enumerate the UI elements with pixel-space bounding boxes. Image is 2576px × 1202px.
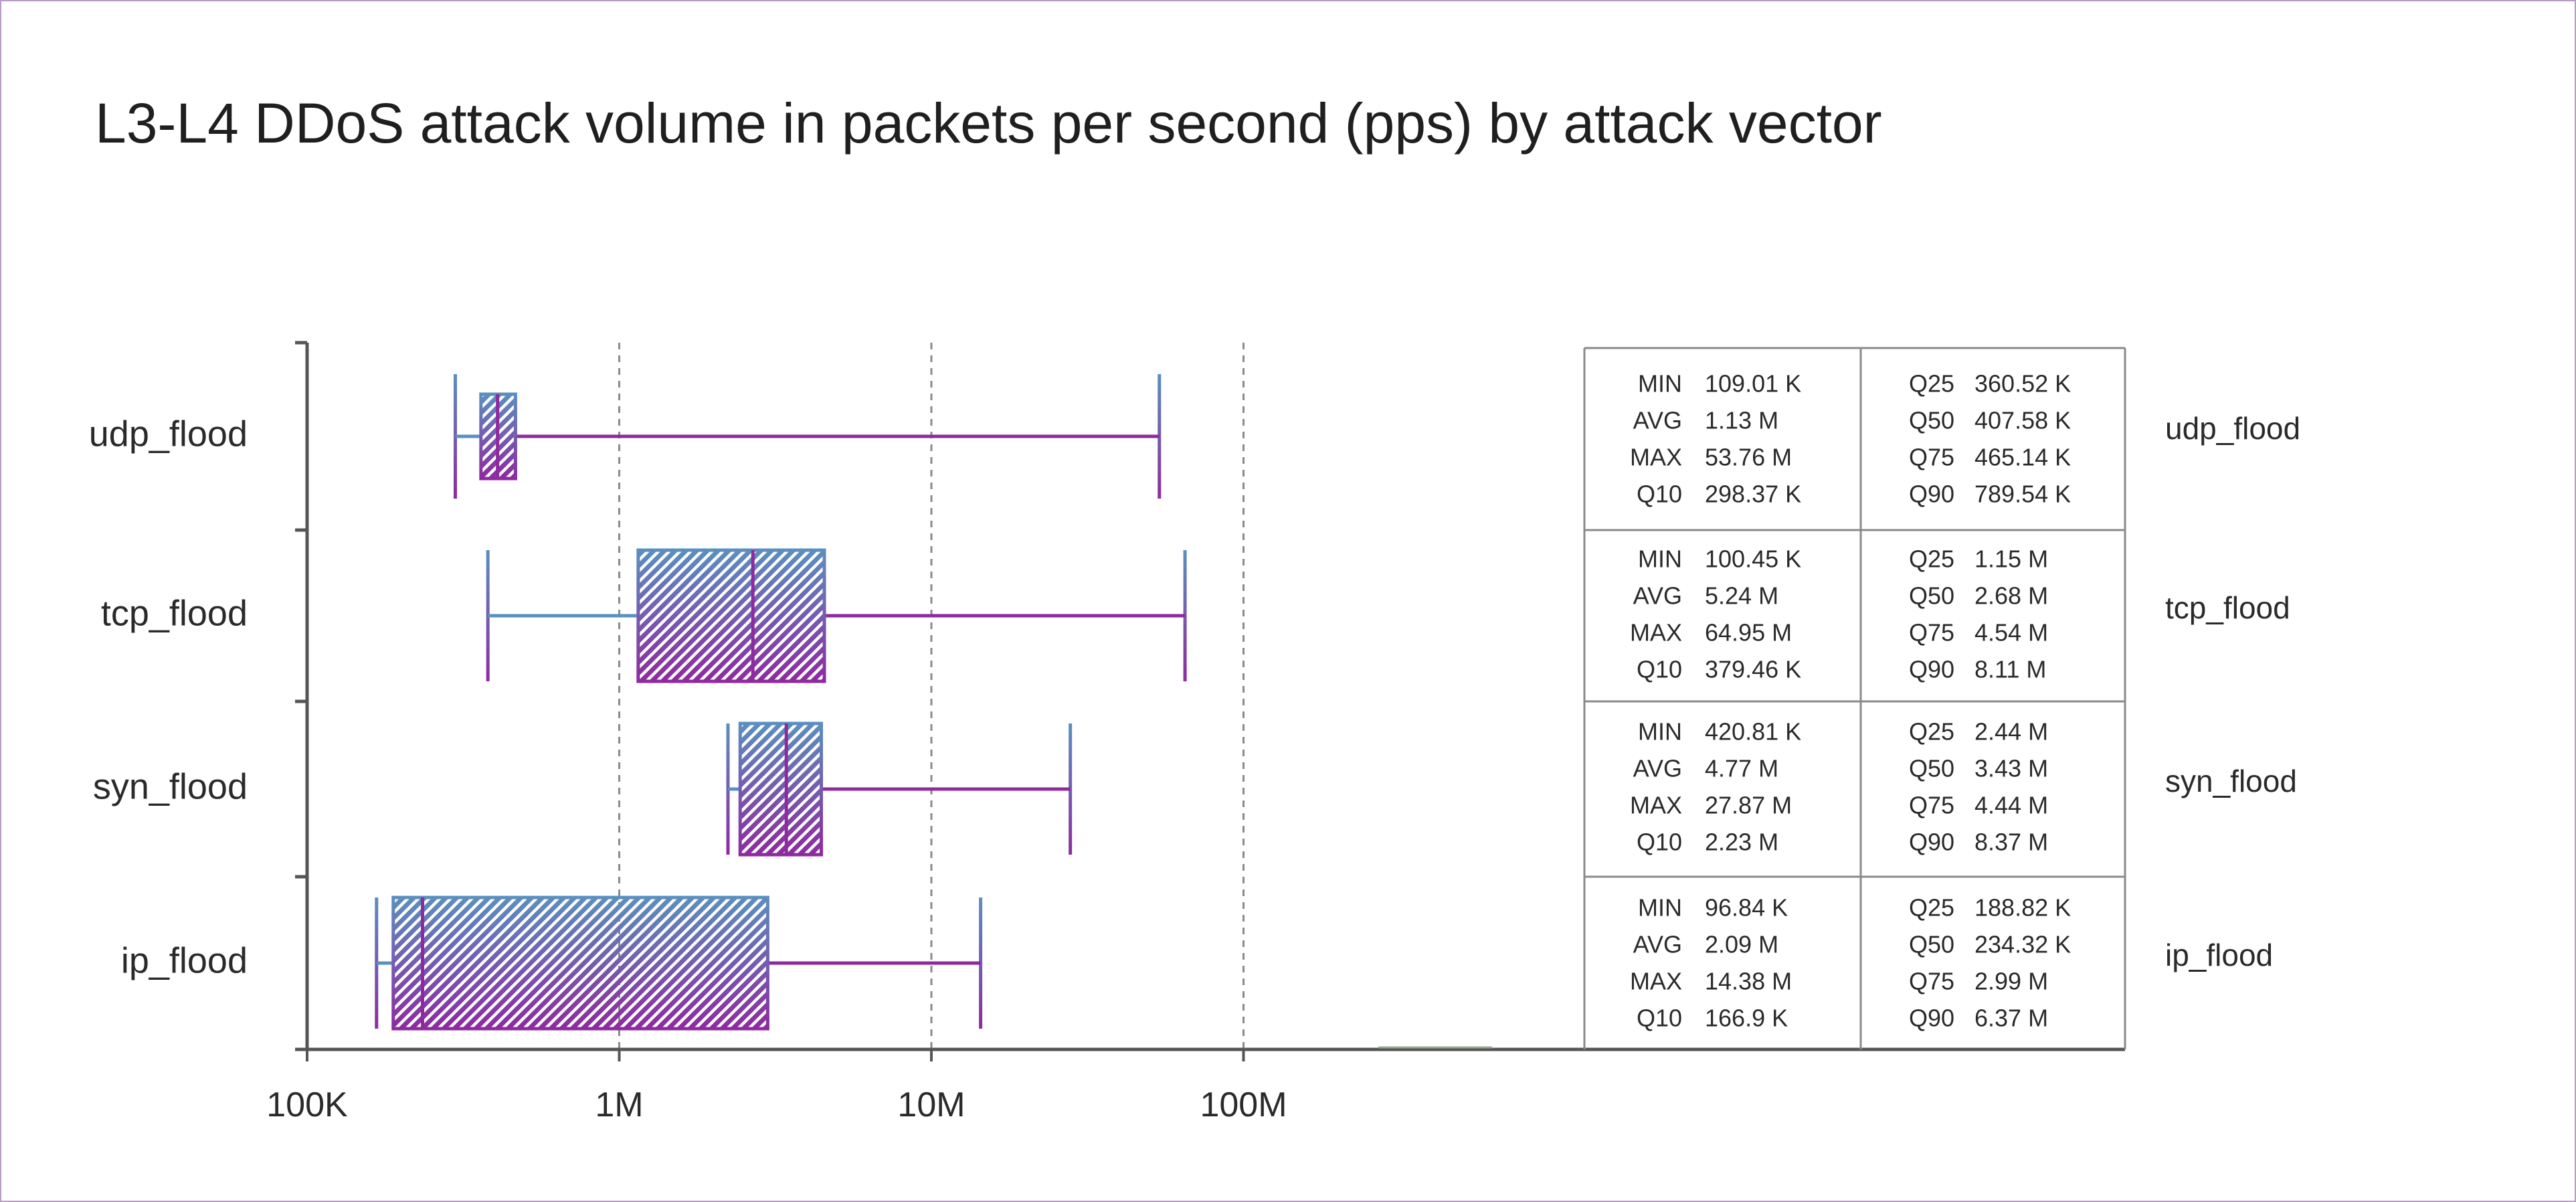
stat-value: 1.13 M [1705, 407, 1778, 434]
stat-value: 14.38 M [1705, 968, 1792, 995]
box-tcp_flood [486, 548, 1187, 683]
box-series [375, 374, 1187, 1031]
chart-title: L3-L4 DDoS attack volume in packets per … [95, 92, 1882, 155]
box-syn_flood [726, 721, 1073, 857]
stat-value: 8.11 M [1974, 656, 2046, 683]
stat-value: 2.44 M [1974, 718, 2048, 746]
stat-value: 96.84 K [1705, 894, 1788, 922]
stat-key: MAX [1630, 968, 1682, 995]
iqr-box-fill [638, 550, 825, 681]
stat-value: 234.32 K [1974, 931, 2071, 958]
y-category-label: tcp_flood [101, 593, 248, 633]
stat-key: MIN [1638, 718, 1682, 746]
table-category-label: tcp_flood [2165, 590, 2290, 625]
stats-cell-syn_flood: MIN 420.81 K Q25 2.44 M AVG 4.77 M Q50 3.43 M MA… [1630, 718, 2048, 856]
stats-cell-udp_flood: MIN 109.01 K Q25 360.52 K AVG 1.13 M Q50 407.58… [1630, 370, 2071, 508]
stat-key: AVG [1633, 755, 1682, 782]
stat-value: 100.45 K [1705, 545, 1801, 573]
x-tick-label: 100K [266, 1086, 348, 1124]
stat-value: 379.46 K [1705, 656, 1801, 683]
stat-key: AVG [1633, 407, 1682, 434]
stat-key: Q50 [1909, 407, 1954, 434]
table-category-label: syn_flood [2165, 764, 2297, 798]
iqr-box-outline [391, 895, 769, 1031]
iqr-box-fill [740, 723, 822, 855]
stat-key: MAX [1630, 792, 1682, 819]
stat-key: Q90 [1909, 481, 1954, 508]
stat-value: 64.95 M [1705, 619, 1792, 647]
stat-key: Q50 [1909, 931, 1954, 958]
stats-table: MIN 109.01 K Q25 360.52 K AVG 1.13 M Q50 407.58… [1583, 347, 2126, 1049]
stat-value: 360.52 K [1974, 370, 2071, 398]
stat-key: MAX [1630, 619, 1682, 647]
box-udp_flood [453, 374, 1162, 499]
stat-key: AVG [1633, 931, 1682, 958]
stat-key: MIN [1638, 894, 1682, 922]
category-labels: udp_flood udp_flood tcp_flood tcp_flood syn_… [89, 411, 2300, 980]
stat-key: Q75 [1909, 968, 1954, 995]
stat-value: 2.99 M [1974, 968, 2048, 995]
stat-key: MIN [1638, 545, 1682, 573]
stat-value: 2.09 M [1705, 931, 1778, 958]
stat-key: Q25 [1909, 894, 1954, 922]
stat-key: Q10 [1637, 481, 1682, 508]
stat-value: 2.68 M [1974, 582, 2048, 610]
stat-key: Q25 [1909, 545, 1954, 573]
x-tick-label: 100M [1200, 1086, 1287, 1124]
stat-key: Q90 [1909, 829, 1954, 856]
table-category-label: udp_flood [2165, 411, 2300, 446]
stat-key: Q10 [1637, 656, 1682, 683]
stat-key: MIN [1638, 370, 1682, 398]
stat-value: 4.44 M [1974, 792, 2048, 819]
stat-key: Q25 [1909, 718, 1954, 746]
stat-key: Q50 [1909, 755, 1954, 782]
x-tick-label: 10M [897, 1086, 965, 1124]
stat-value: 2.23 M [1705, 829, 1778, 856]
table-category-label: ip_flood [2165, 938, 2273, 972]
iqr-box-outline [738, 721, 824, 857]
stat-value: 1.15 M [1974, 545, 2048, 573]
y-category-label: udp_flood [89, 414, 248, 454]
stat-value: 4.77 M [1705, 755, 1778, 782]
stat-value: 109.01 K [1705, 370, 1801, 398]
stat-key: Q10 [1637, 1005, 1682, 1032]
box-ip_flood [375, 895, 983, 1031]
stat-key: Q90 [1909, 656, 1954, 683]
stat-value: 5.24 M [1705, 582, 1778, 610]
stats-cell-ip_flood: MIN 96.84 K Q25 188.82 K AVG 2.09 M Q50 234.32 … [1630, 894, 2071, 1032]
axes: 100K 1M 10M 100M [266, 341, 2125, 1124]
stat-value: 407.58 K [1974, 407, 2071, 434]
stat-key: Q90 [1909, 1005, 1954, 1032]
iqr-box-outline [636, 548, 826, 683]
stat-value: 298.37 K [1705, 481, 1801, 508]
stat-value: 789.54 K [1974, 481, 2071, 508]
stat-key: Q75 [1909, 444, 1954, 471]
x-tick-label: 1M [595, 1086, 643, 1124]
stat-value: 53.76 M [1705, 444, 1792, 471]
stat-value: 6.37 M [1974, 1005, 2048, 1032]
stat-value: 188.82 K [1974, 894, 2071, 922]
y-category-label: syn_flood [93, 766, 248, 806]
stat-value: 27.87 M [1705, 792, 1792, 819]
stat-key: Q75 [1909, 792, 1954, 819]
stat-value: 8.37 M [1974, 829, 2048, 856]
stat-key: Q75 [1909, 619, 1954, 647]
stat-value: 3.43 M [1974, 755, 2048, 782]
stat-key: Q25 [1909, 370, 1954, 398]
iqr-box-fill [393, 897, 768, 1029]
stat-value: 4.54 M [1974, 619, 2048, 647]
stats-cell-tcp_flood: MIN 100.45 K Q25 1.15 M AVG 5.24 M Q50 2.68 M MA… [1630, 545, 2048, 683]
stat-value: 465.14 K [1974, 444, 2071, 471]
stat-key: Q50 [1909, 582, 1954, 610]
y-category-label: ip_flood [121, 940, 248, 980]
stat-key: AVG [1633, 582, 1682, 610]
stat-value: 166.9 K [1705, 1005, 1788, 1032]
stat-key: MAX [1630, 444, 1682, 471]
stat-value: 420.81 K [1705, 718, 1801, 746]
stat-key: Q10 [1637, 829, 1682, 856]
